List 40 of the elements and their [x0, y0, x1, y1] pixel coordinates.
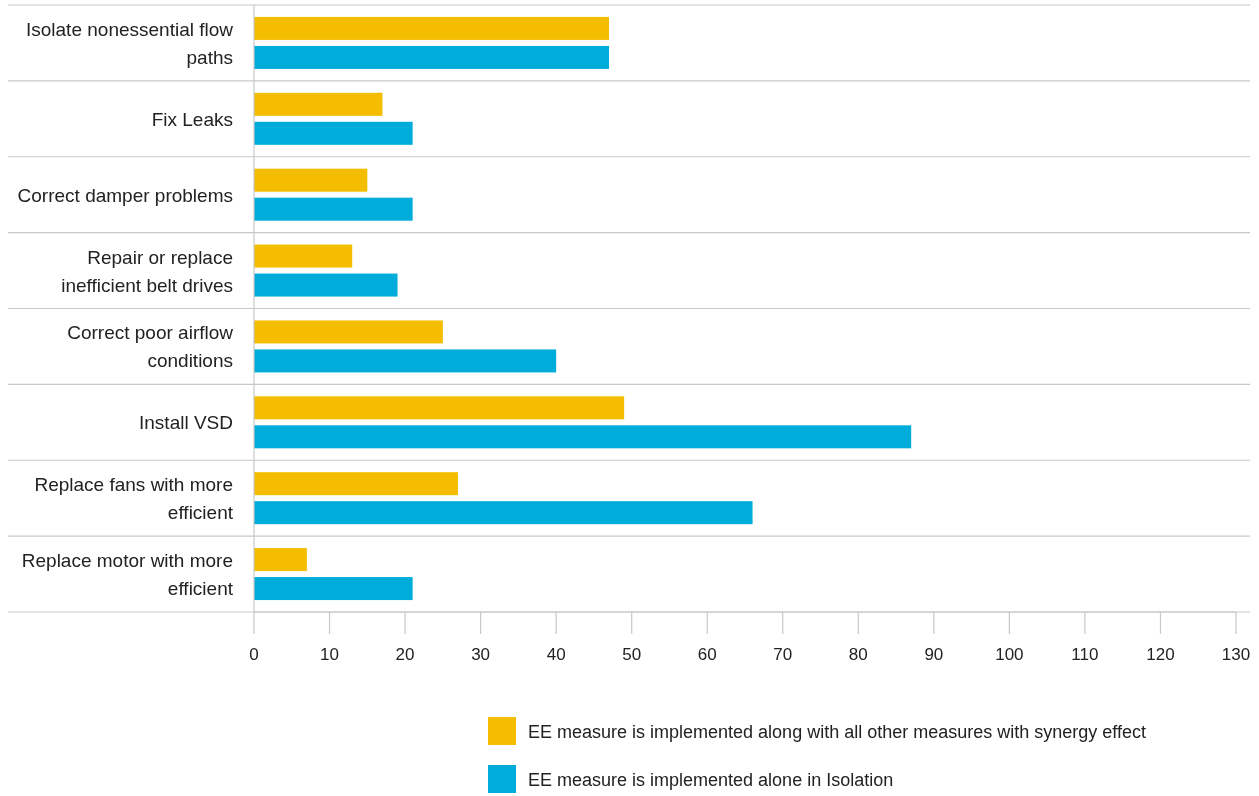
bar [254, 197, 413, 221]
bar [254, 244, 353, 268]
bar [254, 168, 368, 192]
x-tick-label: 20 [395, 645, 415, 664]
x-tick-label: 120 [1146, 645, 1175, 664]
bar [254, 92, 383, 116]
y-tick-label: Correct poor airflow conditions [67, 322, 234, 372]
x-tick-label: 50 [622, 645, 642, 664]
x-tick-label: 70 [773, 645, 793, 664]
bar [254, 16, 610, 40]
bar [254, 349, 557, 373]
bar [254, 320, 443, 344]
bar [254, 396, 625, 420]
y-tick-label: Fix Leaks [151, 108, 233, 130]
x-tick-label: 130 [1221, 645, 1251, 664]
x-tick-label: 80 [848, 645, 868, 664]
x-tick-label: 0 [249, 645, 259, 664]
bar [254, 273, 398, 297]
x-tick-label: 60 [697, 645, 717, 664]
y-tick-label: Install VSD [139, 412, 233, 434]
bar [254, 472, 458, 496]
bar [254, 121, 413, 145]
bar [254, 577, 413, 601]
y-tick-label: Isolate nonessential flow paths [25, 18, 234, 68]
bar [254, 45, 610, 69]
x-tick-label: 30 [471, 645, 491, 664]
x-tick-label: 10 [320, 645, 339, 664]
y-tick-label: Replace motor with more efficient [21, 550, 234, 600]
legend-label: EE measure is implemented along with all other measures with synergy effect [528, 722, 1146, 742]
y-tick-label: Correct damper problems [17, 184, 233, 206]
x-tick-label: 110 [1071, 645, 1099, 664]
bar [254, 548, 307, 572]
bar [254, 501, 753, 525]
bar [254, 425, 912, 449]
y-tick-label: Replace fans with more efficient [34, 474, 234, 524]
x-tick-label: 100 [995, 645, 1024, 664]
y-tick-label: Repair or replace inefficient belt drives [61, 246, 233, 296]
x-tick-label: 90 [924, 645, 944, 664]
x-tick-label: 40 [546, 645, 566, 664]
legend-label: EE measure is implemented alone in Isolation [528, 770, 894, 790]
